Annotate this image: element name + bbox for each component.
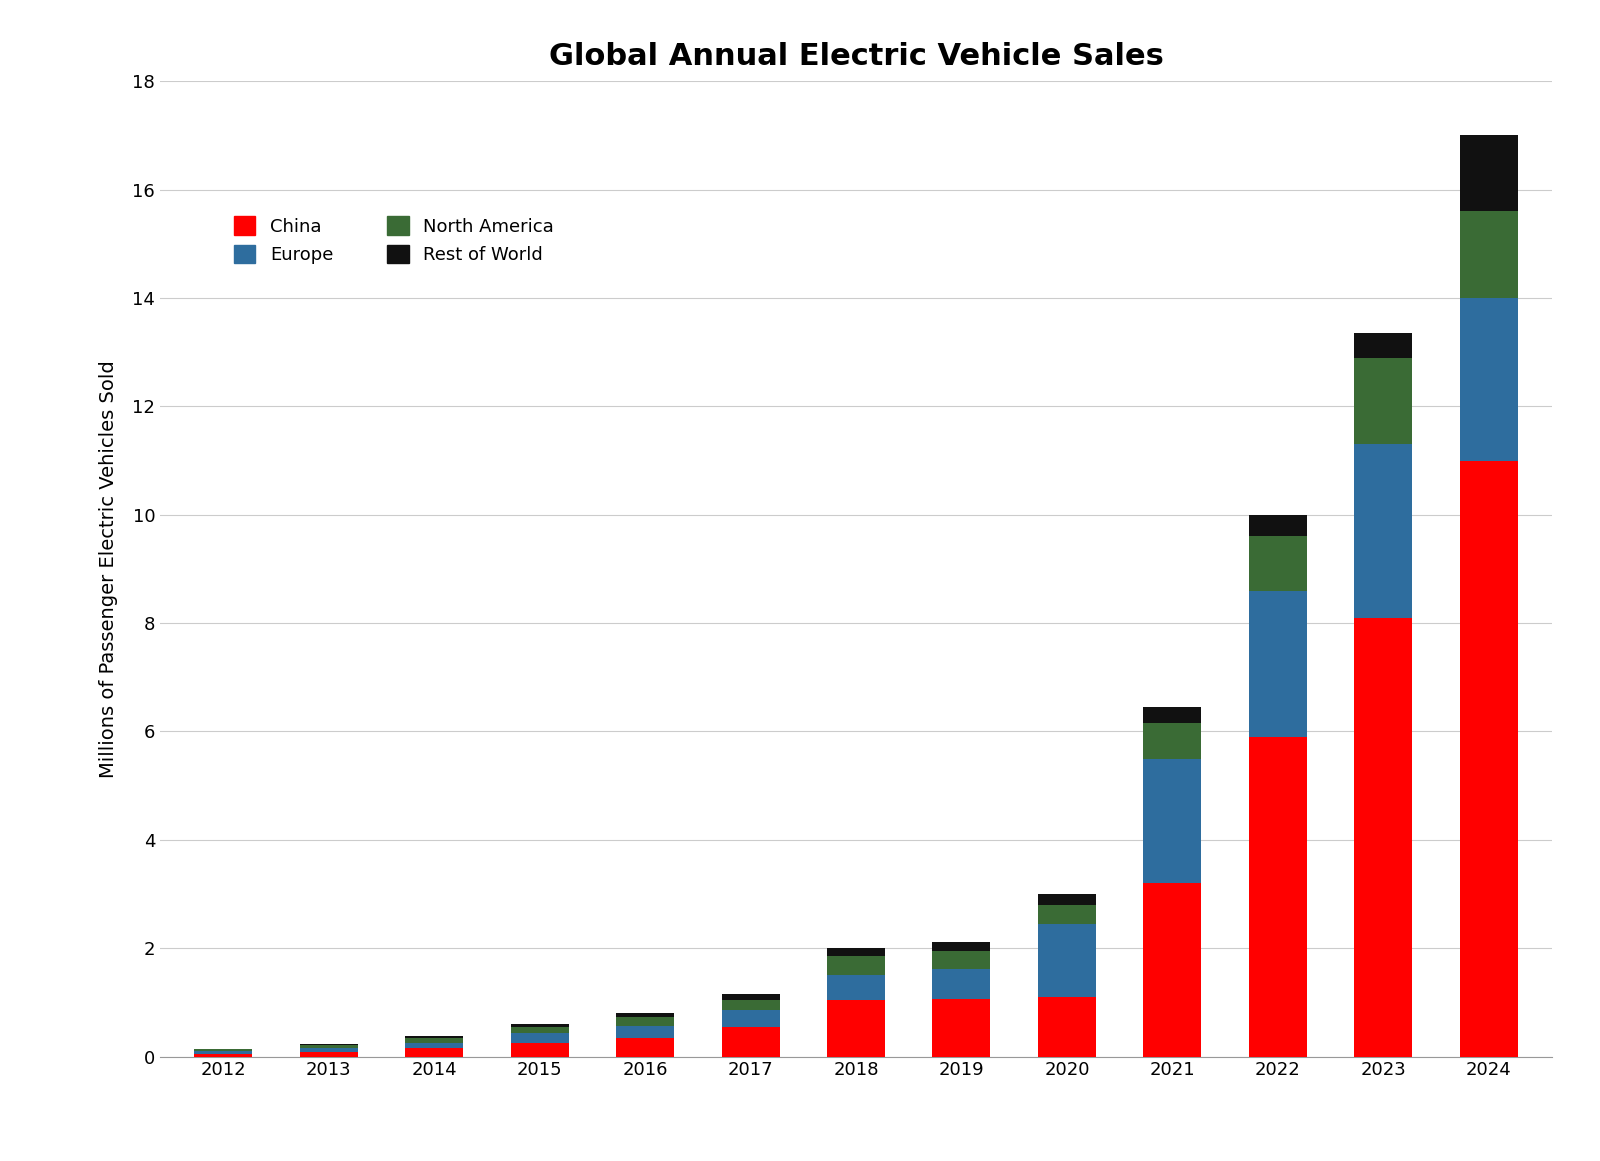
Bar (405, 1043, 462, 1048)
Bar (405, 1038, 462, 1043)
Bar (722, 1026, 779, 1057)
Y-axis label: Millions of Passenger Electric Vehicles Sold: Millions of Passenger Electric Vehicles … (99, 360, 118, 778)
Bar (194, 1051, 253, 1054)
Bar (616, 1038, 674, 1057)
Bar (1459, 211, 1518, 298)
Bar (1144, 884, 1202, 1057)
Bar (1459, 136, 1518, 211)
Bar (1354, 445, 1413, 618)
Bar (1038, 894, 1096, 904)
Title: Global Annual Electric Vehicle Sales: Global Annual Electric Vehicle Sales (549, 42, 1163, 71)
Bar (1459, 298, 1518, 461)
Bar (405, 1048, 462, 1057)
Bar (1250, 536, 1307, 591)
Bar (1144, 723, 1202, 758)
Bar (616, 1025, 674, 1038)
Bar (933, 1000, 990, 1057)
Bar (299, 1045, 358, 1048)
Bar (510, 1043, 568, 1057)
Bar (1354, 333, 1413, 358)
Bar (827, 975, 885, 1000)
Bar (1459, 461, 1518, 1057)
Bar (933, 951, 990, 969)
Bar (1354, 358, 1413, 445)
Bar (616, 1017, 674, 1025)
Bar (299, 1052, 358, 1057)
Bar (722, 1000, 779, 1010)
Bar (722, 994, 779, 1000)
Bar (1144, 707, 1202, 723)
Bar (1250, 514, 1307, 536)
Legend: China, Europe, North America, Rest of World: China, Europe, North America, Rest of Wo… (224, 208, 563, 273)
Bar (510, 1024, 568, 1026)
Bar (194, 1054, 253, 1057)
Bar (510, 1026, 568, 1033)
Bar (616, 1014, 674, 1017)
Bar (1038, 997, 1096, 1057)
Bar (1354, 618, 1413, 1057)
Bar (827, 957, 885, 975)
Bar (510, 1033, 568, 1043)
Bar (933, 942, 990, 951)
Bar (194, 1050, 253, 1051)
Bar (827, 1000, 885, 1057)
Bar (1250, 591, 1307, 737)
Bar (1038, 904, 1096, 924)
Bar (1144, 758, 1202, 884)
Bar (1038, 924, 1096, 997)
Bar (827, 949, 885, 957)
Bar (1250, 737, 1307, 1057)
Bar (299, 1048, 358, 1052)
Bar (933, 969, 990, 1000)
Bar (405, 1036, 462, 1038)
Bar (722, 1010, 779, 1026)
